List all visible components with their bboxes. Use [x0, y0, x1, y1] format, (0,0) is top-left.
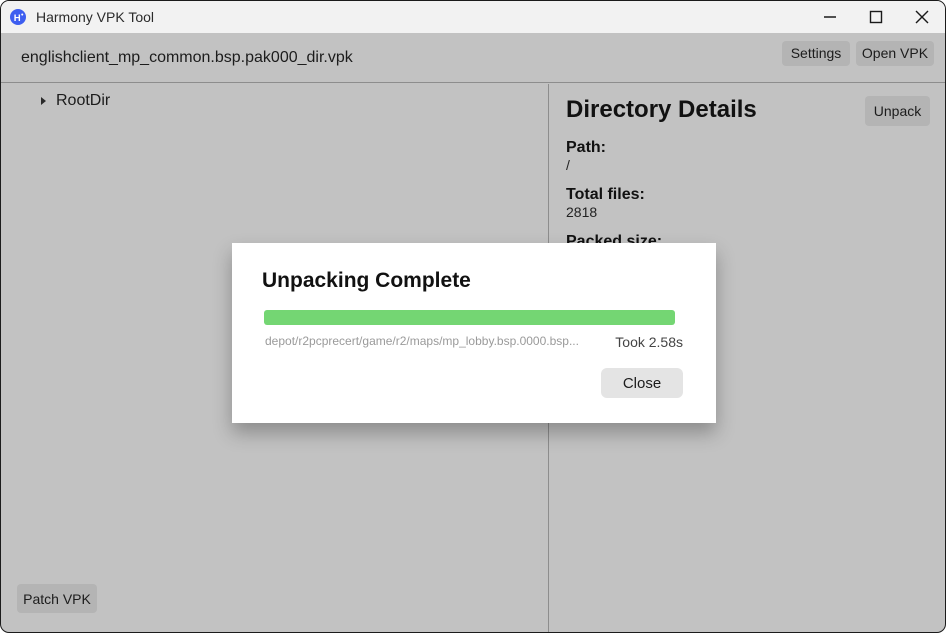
svg-text:H: H	[14, 13, 21, 24]
